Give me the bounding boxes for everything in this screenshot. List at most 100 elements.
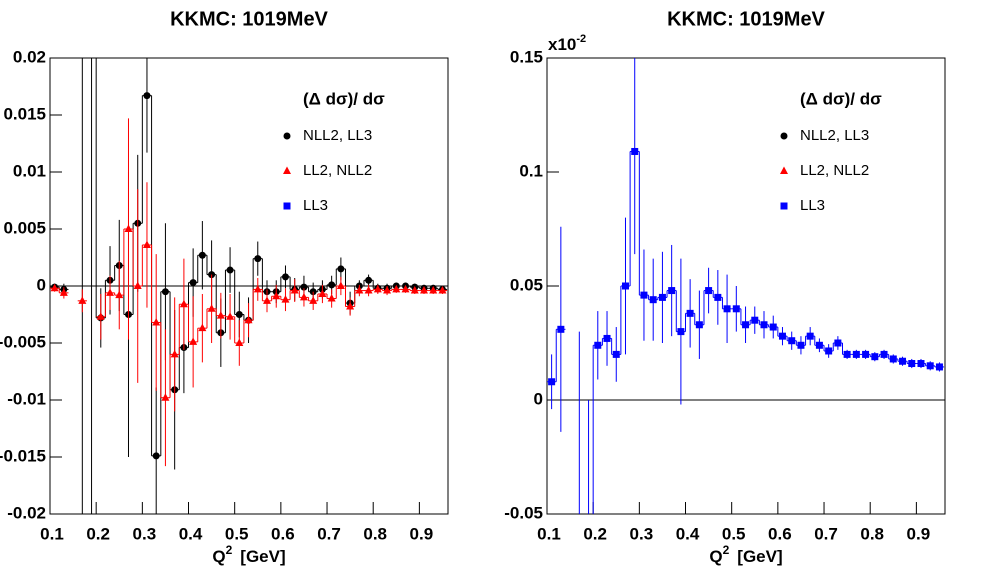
x-tick-label: 0.3 [630, 524, 654, 543]
legend-title: (Δ dσ)/ dσ [800, 89, 882, 108]
y-tick-label: 0.05 [510, 275, 543, 294]
legend-marker [780, 166, 788, 174]
plot-area [50, 58, 448, 514]
marker [705, 287, 713, 295]
marker [318, 289, 327, 297]
marker [226, 312, 235, 320]
marker [557, 325, 565, 333]
x-axis-label-base: Q [212, 547, 225, 566]
y-exponent-power: -2 [576, 33, 586, 45]
marker [640, 291, 648, 299]
marker [797, 341, 805, 349]
x-tick-label: 0.7 [814, 524, 838, 543]
marker [115, 290, 124, 299]
marker [806, 332, 814, 340]
marker [419, 286, 428, 294]
legend-marker [283, 132, 291, 140]
marker [917, 360, 925, 368]
marker [235, 311, 243, 318]
marker [723, 305, 731, 313]
marker [328, 281, 336, 289]
x-tick-label: 0.4 [179, 524, 203, 543]
marker [926, 362, 934, 370]
marker [142, 240, 151, 248]
marker [254, 255, 262, 263]
marker [124, 224, 133, 232]
marker [189, 279, 197, 287]
marker [78, 296, 87, 304]
marker [170, 349, 179, 358]
legend-marker [780, 202, 788, 210]
marker [161, 393, 170, 401]
marker [788, 337, 796, 345]
x-axis-label-superscript: 2 [723, 543, 730, 557]
x-axis-label-unit: [GeV] [737, 547, 782, 566]
marker [281, 273, 289, 281]
marker [686, 309, 694, 317]
x-axis-label-base: Q [709, 547, 722, 566]
y-tick-label: -0.015 [0, 446, 46, 465]
marker [843, 350, 851, 358]
plot-area [547, 58, 945, 514]
legend-marker [283, 166, 291, 174]
marker [383, 286, 392, 294]
x-axis-label: Q2 [GeV] [709, 543, 782, 566]
marker [207, 304, 216, 312]
y-tick-label: 0 [534, 389, 543, 408]
legend-label: LL3 [800, 197, 825, 214]
marker [760, 321, 768, 329]
marker [714, 293, 722, 301]
y-exponent: x10-2 [548, 33, 586, 55]
y-tick-label: 0.15 [510, 47, 543, 66]
x-tick-label: 0.2 [86, 524, 110, 543]
y-tick-label: -0.05 [504, 503, 543, 522]
panel: KKMC: 1019MeV 0.15 0.1 0.05 0 -0.05 0.1 0.2 0.3 0… [504, 8, 946, 566]
marker [548, 378, 556, 386]
chart-title: KKMC: 1019MeV [170, 8, 328, 30]
marker [336, 281, 345, 289]
marker [392, 284, 401, 293]
marker [658, 293, 666, 301]
marker [189, 337, 198, 345]
marker [649, 296, 657, 304]
legend-label: NLL2, LL3 [303, 127, 372, 144]
y-tick-label: -0.01 [7, 389, 46, 408]
marker [244, 315, 253, 324]
x-tick-label: 0.9 [410, 524, 434, 543]
y-tick-label: -0.005 [0, 332, 46, 351]
marker [438, 286, 447, 294]
marker [50, 283, 59, 292]
marker [603, 334, 611, 342]
x-tick-label: 0.5 [722, 524, 746, 543]
marker [152, 317, 161, 326]
marker [742, 321, 750, 329]
x-tick-label: 0.7 [317, 524, 341, 543]
marker [373, 284, 382, 293]
marker [908, 360, 916, 368]
marker [59, 288, 68, 296]
marker [880, 350, 888, 358]
marker [216, 311, 225, 319]
marker [337, 265, 345, 273]
marker [161, 288, 169, 296]
marker [263, 296, 272, 304]
marker [751, 316, 759, 324]
legend-marker [780, 132, 788, 140]
x-tick-label: 0.1 [537, 524, 561, 543]
y-exponent-base: x10 [548, 35, 576, 54]
marker [769, 323, 777, 331]
x-axis-label-superscript: 2 [226, 543, 233, 557]
y-tick-label: 0.1 [519, 161, 543, 180]
x-tick-label: 0.3 [133, 524, 157, 543]
marker [198, 323, 207, 332]
marker [272, 291, 281, 300]
x-tick-label: 0.1 [40, 524, 64, 543]
marker [935, 363, 943, 371]
x-tick-label: 0.4 [676, 524, 700, 543]
marker [825, 347, 833, 355]
x-axis-label: Q2 [GeV] [212, 543, 285, 566]
marker [862, 350, 870, 358]
marker [235, 338, 244, 346]
legend-label: LL2, NLL2 [303, 162, 372, 179]
